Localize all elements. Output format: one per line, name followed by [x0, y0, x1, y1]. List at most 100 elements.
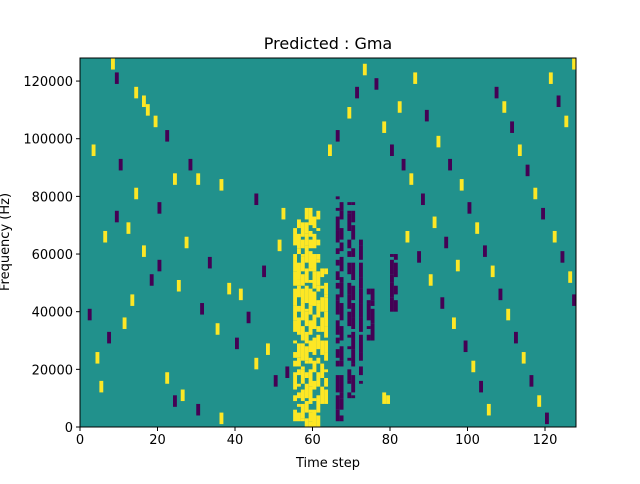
- heatmap-cell: [324, 326, 329, 338]
- heatmap-cell: [351, 262, 356, 280]
- heatmap-cell: [370, 308, 375, 324]
- heatmap-cell: [347, 107, 352, 119]
- heatmap-cell: [502, 101, 507, 113]
- heatmap-cell: [300, 343, 305, 361]
- heatmap-cell: [320, 363, 325, 378]
- heatmap-cell: [545, 412, 549, 425]
- heatmap-cell: [494, 86, 499, 99]
- heatmap-cell: [293, 228, 298, 246]
- heatmap-cell: [238, 288, 243, 301]
- heatmap-cell: [366, 334, 371, 341]
- heatmap-cell: [514, 331, 518, 344]
- heatmap-cell: [347, 294, 352, 309]
- heatmap-cell: [366, 303, 371, 321]
- heatmap-cell: [320, 285, 325, 289]
- heatmap-cell: [153, 115, 158, 128]
- heatmap-cell: [347, 262, 352, 275]
- heatmap-cell: [304, 268, 309, 283]
- heatmap-cell: [335, 320, 340, 335]
- heatmap-cell: [359, 380, 363, 384]
- heatmap-cell: [130, 294, 135, 306]
- heatmap-cell: [339, 415, 344, 422]
- x-tick-label: 80: [382, 433, 399, 448]
- heatmap-cell: [393, 262, 398, 278]
- heatmap-cell: [316, 228, 321, 231]
- heatmap-cell: [335, 360, 340, 367]
- heatmap-cell: [300, 326, 305, 341]
- heatmap-cell: [382, 392, 387, 404]
- heatmap-cell: [432, 216, 437, 229]
- heatmap-cell: [351, 202, 356, 206]
- heatmap-cell: [308, 239, 313, 249]
- y-axis-label: Frequency (Hz): [0, 193, 13, 291]
- heatmap-cell: [347, 251, 352, 257]
- heatmap-cell: [87, 308, 92, 321]
- heatmap-cell: [324, 297, 329, 312]
- heatmap-cell: [347, 357, 352, 361]
- heatmap-cell: [359, 242, 363, 246]
- heatmap-cell: [351, 363, 356, 367]
- heatmap-cell: [351, 303, 356, 318]
- heatmap-cell: [308, 421, 313, 427]
- y-tick-label: 20000: [32, 363, 73, 378]
- heatmap-cell: [316, 357, 321, 364]
- heatmap-cell: [370, 288, 375, 301]
- heatmap-cell: [421, 193, 425, 206]
- heatmap-cell: [277, 239, 282, 252]
- heatmap-cell: [444, 236, 449, 249]
- x-tick-label: 120: [533, 433, 558, 448]
- heatmap-cell: [409, 173, 414, 185]
- heatmap-cell: [351, 349, 356, 364]
- heatmap-cell: [227, 282, 232, 295]
- heatmap-cell: [339, 205, 344, 211]
- heatmap-cell: [300, 239, 305, 249]
- heatmap-cell: [374, 78, 379, 90]
- x-tick-label: 60: [304, 433, 321, 448]
- heatmap-cell: [300, 403, 305, 419]
- heatmap-cell: [351, 248, 356, 257]
- heatmap-cell: [304, 207, 309, 220]
- heatmap-cell: [304, 285, 309, 304]
- heatmap-cell: [347, 213, 352, 231]
- heatmap-cell: [308, 207, 313, 226]
- heatmap-cell: [103, 230, 108, 243]
- heatmap-cell: [339, 303, 344, 321]
- heatmap-cell: [304, 311, 309, 327]
- heatmap-cell: [463, 340, 468, 353]
- heatmap-cell: [297, 317, 301, 335]
- heatmap-cell: [297, 343, 301, 358]
- heatmap-cell: [266, 343, 270, 355]
- heatmap-cell: [316, 395, 321, 413]
- plot-area: [79, 57, 577, 428]
- heatmap-cell: [351, 375, 356, 393]
- heatmap-cell: [308, 320, 313, 335]
- heatmap-cell: [134, 86, 139, 99]
- x-axis-ticks: 0 20 40 60 80 100 120: [76, 427, 558, 448]
- heatmap-cell: [300, 222, 305, 237]
- heatmap-cell: [219, 412, 224, 425]
- heatmap-cell: [390, 144, 394, 157]
- heatmap-cell: [335, 271, 340, 280]
- heatmap-cell: [300, 256, 305, 272]
- x-tick-label: 0: [76, 433, 84, 448]
- heatmap-cell: [366, 300, 371, 304]
- heatmap-cell: [351, 210, 356, 223]
- heatmap-cell: [308, 386, 313, 404]
- heatmap-cell: [316, 259, 321, 263]
- heatmap-cell: [145, 104, 150, 116]
- heatmap-cell: [308, 412, 313, 422]
- heatmap-cell: [324, 282, 329, 292]
- heatmap-cell: [304, 346, 309, 361]
- heatmap-cell: [506, 308, 511, 321]
- heatmap-cell: [537, 395, 542, 407]
- heatmap-cell: [300, 274, 305, 286]
- heatmap-cell: [335, 375, 340, 393]
- heatmap-cell: [397, 101, 402, 113]
- heatmap-cell: [479, 380, 484, 393]
- heatmap-cell: [312, 337, 317, 355]
- heatmap-cell: [142, 95, 146, 108]
- plot-frame: [79, 57, 577, 428]
- heatmap-cell: [297, 248, 301, 255]
- heatmap-cell: [273, 375, 278, 387]
- heatmap-cell: [300, 366, 305, 370]
